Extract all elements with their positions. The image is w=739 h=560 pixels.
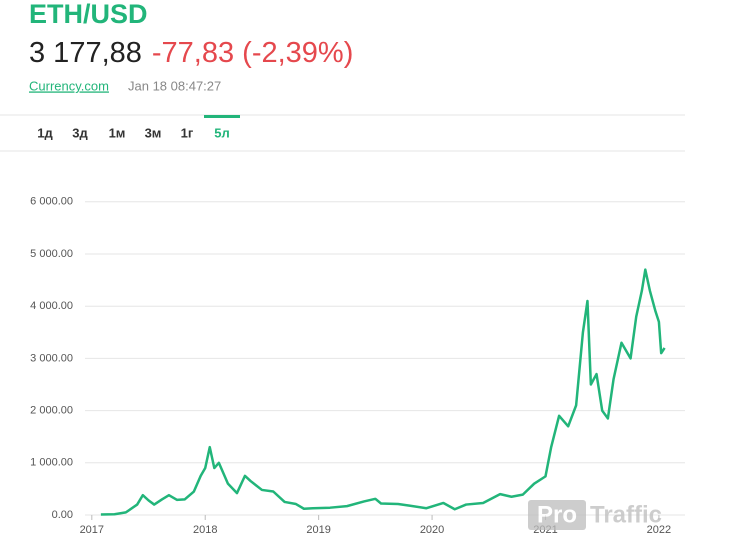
tab[interactable]: 3м [145, 125, 162, 140]
y-tick-label: 0.00 [52, 509, 73, 521]
y-tick-label: 6 000.00 [30, 196, 73, 208]
price-line: 3 177,88 -77,83 (-2,39%) [29, 37, 353, 69]
watermark-left: Pro [537, 501, 577, 528]
source-link[interactable]: Currency.com [29, 78, 109, 93]
y-tick-label: 2 000.00 [30, 405, 73, 417]
tabs: 1д 3д 1м 3м 1г 5л [37, 115, 240, 140]
tab[interactable]: 3д [72, 125, 88, 140]
chart: 0.00 1 000.00 2 000.00 3 000.00 4 000.00 5 00… [30, 196, 685, 536]
y-tick-label: 3 000.00 [30, 352, 73, 364]
y-tick-label: 4 000.00 [30, 300, 73, 312]
watermark: Pro Traffic [528, 500, 662, 530]
x-tick-label: 2020 [420, 524, 444, 536]
y-tick-label: 5 000.00 [30, 248, 73, 260]
title: ETH/USD [29, 0, 148, 29]
tab[interactable]: 5л [214, 125, 230, 140]
x-tick-label: 2022 [647, 524, 671, 536]
x-tick-label: 2018 [193, 524, 217, 536]
price: 3 177,88 [29, 37, 142, 69]
tab[interactable]: 1м [109, 125, 126, 140]
x-tick-label: 2017 [80, 524, 104, 536]
y-tick-label: 1 000.00 [30, 457, 73, 469]
watermark-box [528, 500, 586, 530]
tab[interactable]: 1д [37, 125, 53, 140]
tab-indicator [204, 115, 240, 118]
change: -77,83 (-2,39%) [152, 37, 354, 69]
watermark-right: Traffic [590, 501, 662, 528]
timestamp: Jan 18 08:47:27 [128, 78, 221, 93]
price-line [100, 268, 666, 516]
tab[interactable]: 1г [181, 125, 194, 140]
x-tick-label: 2019 [306, 524, 330, 536]
